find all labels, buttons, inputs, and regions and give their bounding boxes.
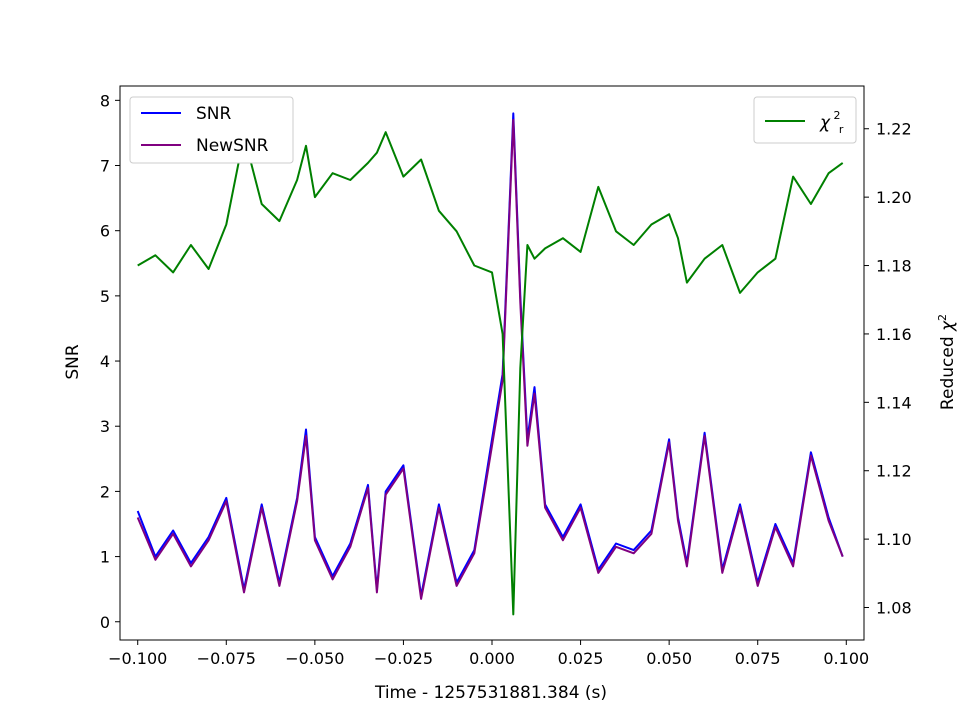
y-tick-label: 2 (100, 482, 110, 501)
legend-snr-label: SNR (196, 104, 232, 124)
y2-axis-label-symbol: χ (938, 320, 958, 332)
y2-axis-label: Reduced χ2 (936, 314, 958, 410)
y2-tick-label: 1.16 (876, 325, 912, 344)
legend-left: SNR NewSNR (129, 96, 294, 164)
y2-tick-label: 1.18 (876, 257, 912, 276)
x-tick-label: 0.075 (735, 649, 781, 668)
y2-tick-label: 1.14 (876, 393, 912, 412)
legend-right: χ 2 r (753, 96, 857, 144)
y-tick-label: 8 (100, 91, 110, 110)
legend-chi2-sub: r (839, 123, 844, 136)
x-tick-label: 0.000 (469, 649, 515, 668)
x-tick-label: −0.025 (374, 649, 433, 668)
y2-tick-label: 1.08 (876, 599, 912, 618)
snr-line (136, 112, 844, 597)
x-axis-label: Time - 1257531881.384 (s) (374, 683, 607, 703)
x-tick-label: −0.075 (197, 649, 256, 668)
y-tick-label: 7 (100, 157, 110, 176)
x-tick-label: 0.050 (646, 649, 692, 668)
chi2-line (137, 131, 844, 616)
y2-axis-label-prefix: Reduced (938, 331, 958, 410)
x-tick-label: 0.025 (558, 649, 604, 668)
x-tick-label: −0.050 (285, 649, 344, 668)
legend-chi2-sup: 2 (833, 109, 840, 122)
x-ticks: −0.100 −0.075 −0.050 −0.025 0.000 0.025 0.050 0… (108, 640, 869, 668)
y2-tick-label: 1.20 (876, 188, 912, 207)
y-tick-label: 3 (100, 417, 110, 436)
y2-axis-label-sup: 2 (936, 314, 949, 321)
legend-newsnr-label: NewSNR (196, 136, 269, 156)
y2-tick-label: 1.22 (876, 120, 912, 139)
y2-ticks: 1.08 1.10 1.12 1.14 1.16 1.18 1.20 1.22 (864, 120, 912, 618)
y2-tick-label: 1.12 (876, 462, 912, 481)
y-ticks: 0 1 2 3 4 5 6 7 8 (100, 91, 120, 632)
y-tick-label: 1 (100, 548, 110, 567)
legend-chi2-symbol: χ (819, 113, 831, 133)
y-tick-label: 4 (100, 352, 110, 371)
y-tick-label: 0 (100, 613, 110, 632)
x-tick-label: 0.100 (823, 649, 869, 668)
y-tick-label: 6 (100, 222, 110, 241)
x-tick-label: −0.100 (108, 649, 167, 668)
newsnr-line (136, 118, 844, 600)
y-tick-label: 5 (100, 287, 110, 306)
y-axis-label: SNR (63, 344, 83, 380)
legend-chi2-label: χ 2 r (819, 104, 846, 136)
y2-tick-label: 1.10 (876, 530, 912, 549)
plot-lines (136, 112, 844, 616)
